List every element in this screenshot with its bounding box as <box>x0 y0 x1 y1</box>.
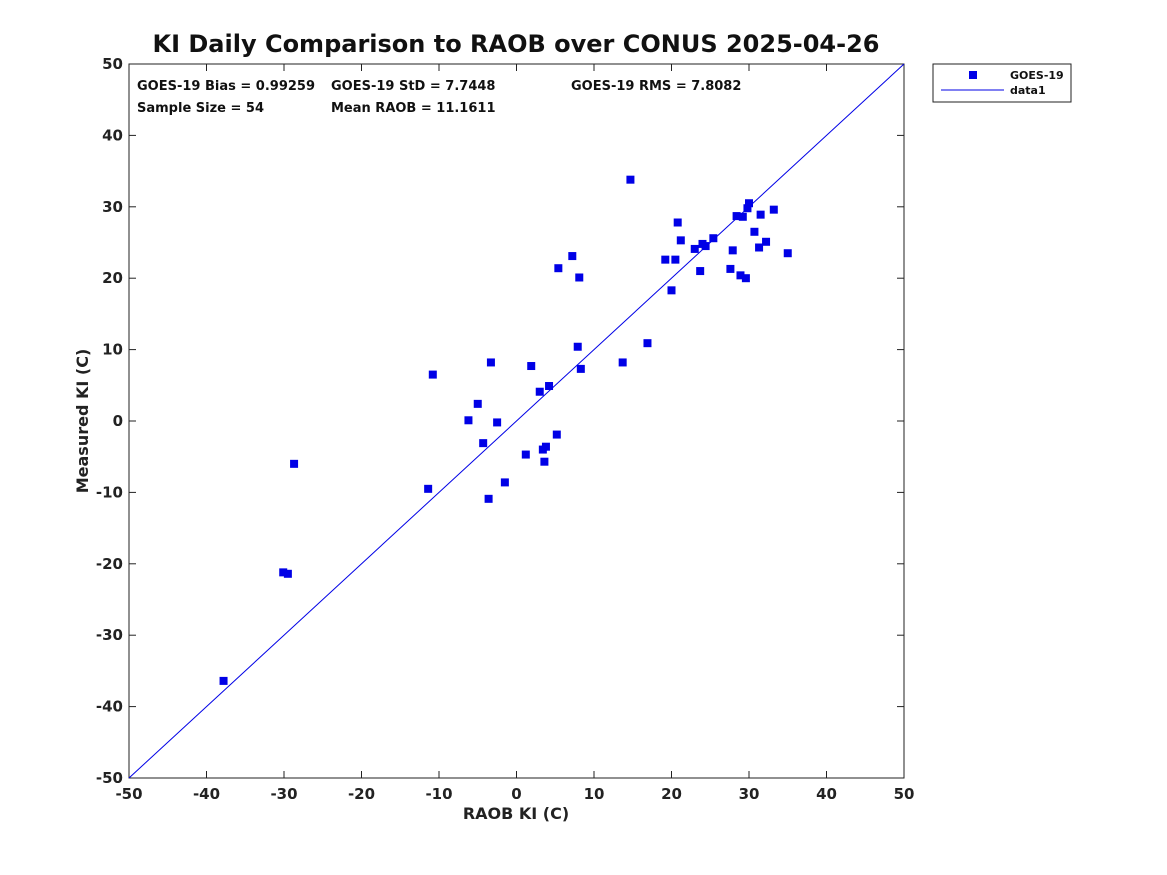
data-point <box>726 264 735 273</box>
rms-annotation: GOES-19 RMS = 7.8082 <box>571 79 741 94</box>
x-tick-label: 0 <box>511 785 521 803</box>
y-tick-label: -30 <box>96 626 123 644</box>
data-point <box>701 242 710 251</box>
data-point <box>732 212 741 221</box>
data-point <box>736 271 745 280</box>
data-point <box>521 450 530 459</box>
y-axis-label: Measured KI (C) <box>73 349 92 494</box>
data-point <box>573 342 582 351</box>
legend: GOES-19 data1 <box>932 63 1072 103</box>
data-point <box>690 244 699 253</box>
data-point <box>484 494 493 503</box>
y-tick-label: 20 <box>102 269 123 287</box>
data-point <box>575 273 584 282</box>
data-point <box>661 255 670 264</box>
y-tick-label: 50 <box>102 55 123 73</box>
data-point <box>541 442 550 451</box>
data-point <box>750 227 759 236</box>
data-point <box>696 267 705 276</box>
std-annotation: GOES-19 StD = 7.7448 <box>331 79 495 94</box>
data-point <box>535 387 544 396</box>
legend-marker-goes19 <box>969 71 977 79</box>
x-tick-label: -50 <box>115 785 142 803</box>
y-tick-label: -50 <box>96 769 123 787</box>
data-point <box>283 569 292 578</box>
data-point <box>479 439 488 448</box>
chart-title: KI Daily Comparison to RAOB over CONUS 2… <box>153 30 880 58</box>
x-tick-label: -30 <box>270 785 297 803</box>
y-tick-label: 10 <box>102 341 123 359</box>
y-tick-label: -20 <box>96 555 123 573</box>
data-point <box>279 568 288 577</box>
y-tick-label: 0 <box>113 412 123 430</box>
one-to-one-line <box>128 63 905 779</box>
y-tick-label: 30 <box>102 198 123 216</box>
data-point <box>540 457 549 466</box>
data-point <box>741 274 750 283</box>
x-tick-label: -20 <box>348 785 375 803</box>
data-point <box>552 430 561 439</box>
data-point <box>643 339 652 348</box>
data-point <box>743 204 752 213</box>
data-point <box>671 255 680 264</box>
x-tick-label: -10 <box>425 785 452 803</box>
data-point <box>756 210 765 219</box>
data-point <box>424 484 433 493</box>
data-point <box>728 246 737 255</box>
data-point <box>500 478 509 487</box>
data-point <box>545 382 554 391</box>
data-point <box>755 243 764 252</box>
data-point <box>676 236 685 245</box>
data-point <box>709 234 718 243</box>
legend-label-goes19: GOES-19 <box>1010 69 1064 82</box>
data-point <box>568 252 577 261</box>
x-tick-label: 10 <box>584 785 605 803</box>
sample-size-annotation: Sample Size = 54 <box>137 101 264 116</box>
legend-label-data1: data1 <box>1010 84 1046 97</box>
y-tick-label: 40 <box>102 126 123 144</box>
data-point <box>738 212 747 221</box>
data-point <box>769 205 778 214</box>
data-point <box>745 199 753 208</box>
data-point <box>673 218 682 227</box>
data-point <box>219 676 228 685</box>
data-point <box>762 237 771 246</box>
x-tick-label: 50 <box>894 785 915 803</box>
x-tick-label: -40 <box>193 785 220 803</box>
x-tick-label: 20 <box>661 785 682 803</box>
data-point <box>667 286 676 295</box>
data-point <box>473 399 482 408</box>
data-point <box>576 364 585 373</box>
x-axis-label: RAOB KI (C) <box>463 804 569 823</box>
data-point <box>783 249 792 258</box>
data-point <box>493 418 502 427</box>
data-point <box>527 362 536 371</box>
data-point <box>486 358 495 367</box>
mean-raob-annotation: Mean RAOB = 11.1611 <box>331 101 496 116</box>
data-point <box>554 264 563 273</box>
x-tick-label: 40 <box>816 785 837 803</box>
y-tick-label: -10 <box>96 483 123 501</box>
y-tick-label: -40 <box>96 698 123 716</box>
data-point <box>618 358 627 367</box>
axis-ticks: -50 -40 -30 -20 -10 0 10 20 30 40 50 -50 -40 -30 -20 -1… <box>96 55 915 803</box>
bias-annotation: GOES-19 Bias = 0.99259 <box>137 79 315 94</box>
data-point <box>626 175 635 184</box>
data-point <box>290 459 299 468</box>
data-point <box>428 370 437 379</box>
x-tick-label: 30 <box>739 785 760 803</box>
scatter-points <box>219 175 792 685</box>
data-point <box>464 416 473 425</box>
legend-box <box>932 63 1072 103</box>
